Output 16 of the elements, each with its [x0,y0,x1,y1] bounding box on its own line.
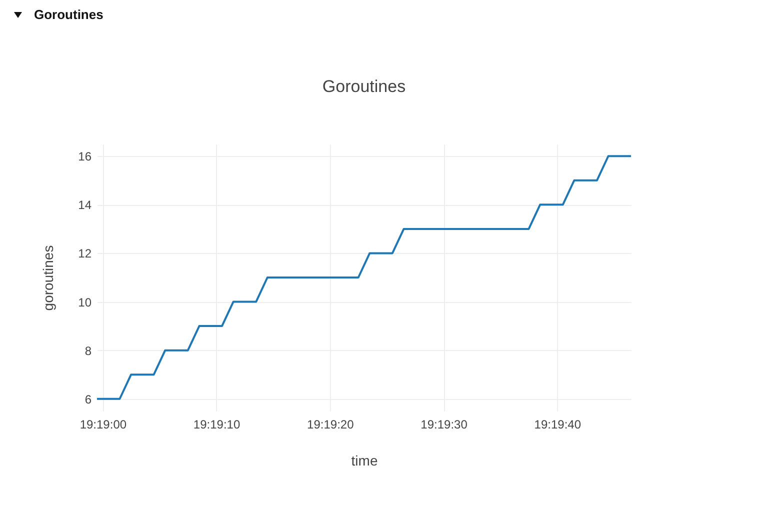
x-tick-label: 19:19:30 [420,418,468,432]
line-series [97,155,631,400]
text: Goroutines [34,7,104,22]
y-tick-label: 10 [78,295,92,310]
x-tick-label: 19:19:10 [193,418,240,432]
chart-title: Goroutines [322,77,406,96]
y-tick-label: 16 [78,150,92,164]
y-tick-label: 12 [78,246,92,261]
y-axis-title: goroutines [40,245,56,311]
y-tick-label: 14 [78,198,92,212]
x-axis-title: time [351,452,378,468]
x-tick-label: 19:19:00 [80,418,127,432]
x-tick-label: 19:19:40 [534,418,582,432]
y-tick-label: 8 [84,344,92,358]
y-tick-label: 6 [84,392,92,406]
x-tick-label: 19:19:20 [307,418,354,432]
